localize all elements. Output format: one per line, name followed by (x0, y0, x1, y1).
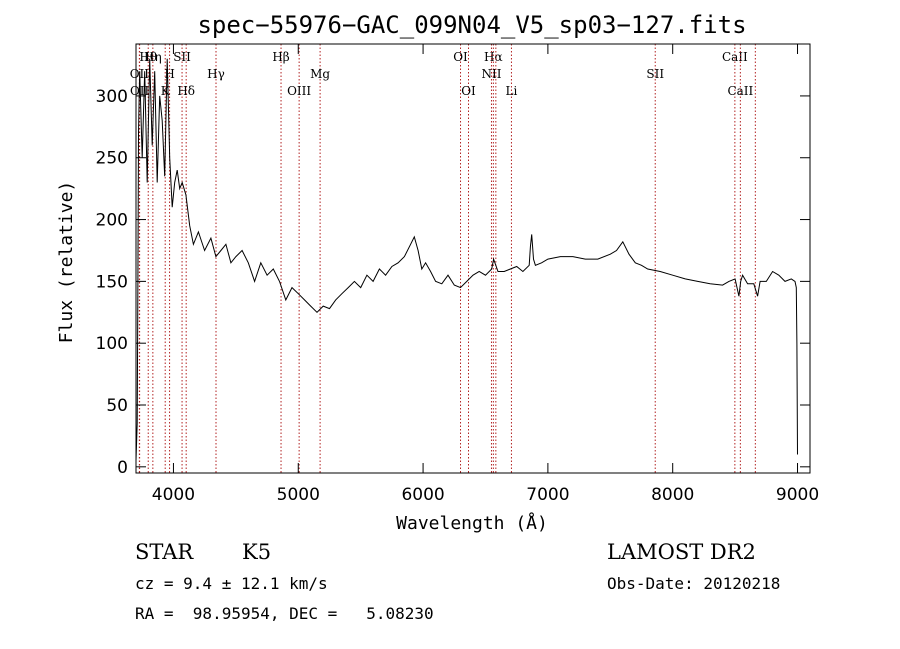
line-marker-label: Hη (144, 50, 162, 64)
line-marker-label: SII (173, 50, 191, 64)
plot-frame (135, 43, 811, 474)
x-tick-label: 8000 (651, 485, 694, 505)
y-tick-label: 0 (117, 458, 128, 478)
line-marker-label: Hα (484, 50, 503, 64)
y-tick-label: 250 (96, 149, 128, 169)
coordinates-text: RA = 98.95954, DEC = 5.08230 (135, 604, 434, 623)
chart-title: spec−55976−GAC_099N04_V5_sp03−127.fits (197, 11, 746, 39)
x-axis-ticks: 4000 5000 6000 7000 8000 9000 (152, 44, 819, 505)
line-marker-label: CaII (727, 84, 753, 98)
line-marker-label: Hγ (207, 67, 225, 81)
y-tick-label: 300 (96, 87, 128, 107)
line-markers: OIIOIIHθHηKSIIHHδHγHβOIIIMgOIOIHαNIILiSI… (130, 44, 756, 473)
class-label: STAR (135, 540, 194, 564)
x-axis-label: Wavelength (Å) (396, 512, 548, 534)
line-marker-label: OI (461, 84, 476, 98)
line-marker-label: SII (646, 67, 664, 81)
line-marker-label: OI (453, 50, 468, 64)
line-marker-label: K (161, 84, 171, 98)
y-axis-label: Flux (relative) (56, 181, 77, 344)
line-marker-label: OIII (287, 84, 311, 98)
line-marker-label: H (164, 67, 174, 81)
line-marker-label: Li (506, 84, 518, 98)
survey-label: LAMOST DR2 (607, 540, 756, 564)
y-tick-label: 100 (96, 334, 128, 354)
x-tick-label: 6000 (401, 485, 444, 505)
obs-date-text: Obs-Date: 20120218 (607, 574, 781, 593)
x-tick-label: 7000 (526, 485, 569, 505)
y-tick-label: 200 (96, 211, 128, 231)
subclass-label: K5 (242, 540, 272, 564)
y-axis-ticks: 0 50 100 150 200 250 300 (96, 87, 810, 478)
line-marker-label: Hβ (272, 50, 289, 64)
line-marker-label: Hδ (177, 84, 195, 98)
spectrum-line (135, 58, 798, 461)
line-marker-label: NII (481, 67, 501, 81)
y-tick-label: 150 (96, 272, 128, 292)
x-tick-label: 9000 (776, 485, 819, 505)
x-tick-label: 4000 (152, 485, 195, 505)
line-marker-label: Mg (310, 67, 330, 81)
y-tick-label: 50 (106, 396, 128, 416)
x-tick-label: 5000 (277, 485, 320, 505)
line-marker-label: Hθ (139, 50, 157, 64)
redshift-text: cz = 9.4 ± 12.1 km/s (135, 574, 328, 593)
line-marker-label: CaII (722, 50, 748, 64)
